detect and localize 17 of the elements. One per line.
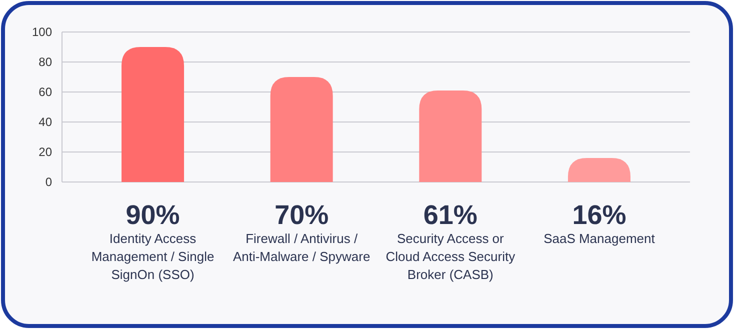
bar xyxy=(122,47,184,182)
y-tick-label: 60 xyxy=(38,85,52,100)
x-tick-label: Firewall / Antivirus / Anti-Malware / Spyware xyxy=(232,231,370,264)
y-tick-label: 100 xyxy=(32,25,52,40)
data-label: 70% xyxy=(274,200,329,230)
x-tick-label: SaaS Management xyxy=(544,231,656,246)
data-label: 61% xyxy=(423,200,478,230)
bar xyxy=(270,77,333,182)
bar xyxy=(419,90,482,182)
data-label: 90% xyxy=(126,200,180,230)
y-tick-label: 40 xyxy=(38,115,52,130)
y-tick-label: 20 xyxy=(38,145,52,160)
x-tick-label: Identity Access Management / Single SignOn (SSO) xyxy=(91,231,214,282)
y-tick-label: 0 xyxy=(45,175,52,190)
data-label: 16% xyxy=(572,200,626,230)
x-tick-label: Security Access or Cloud Access Security Broker (CASB) xyxy=(386,231,516,282)
y-tick-label: 80 xyxy=(38,55,52,70)
